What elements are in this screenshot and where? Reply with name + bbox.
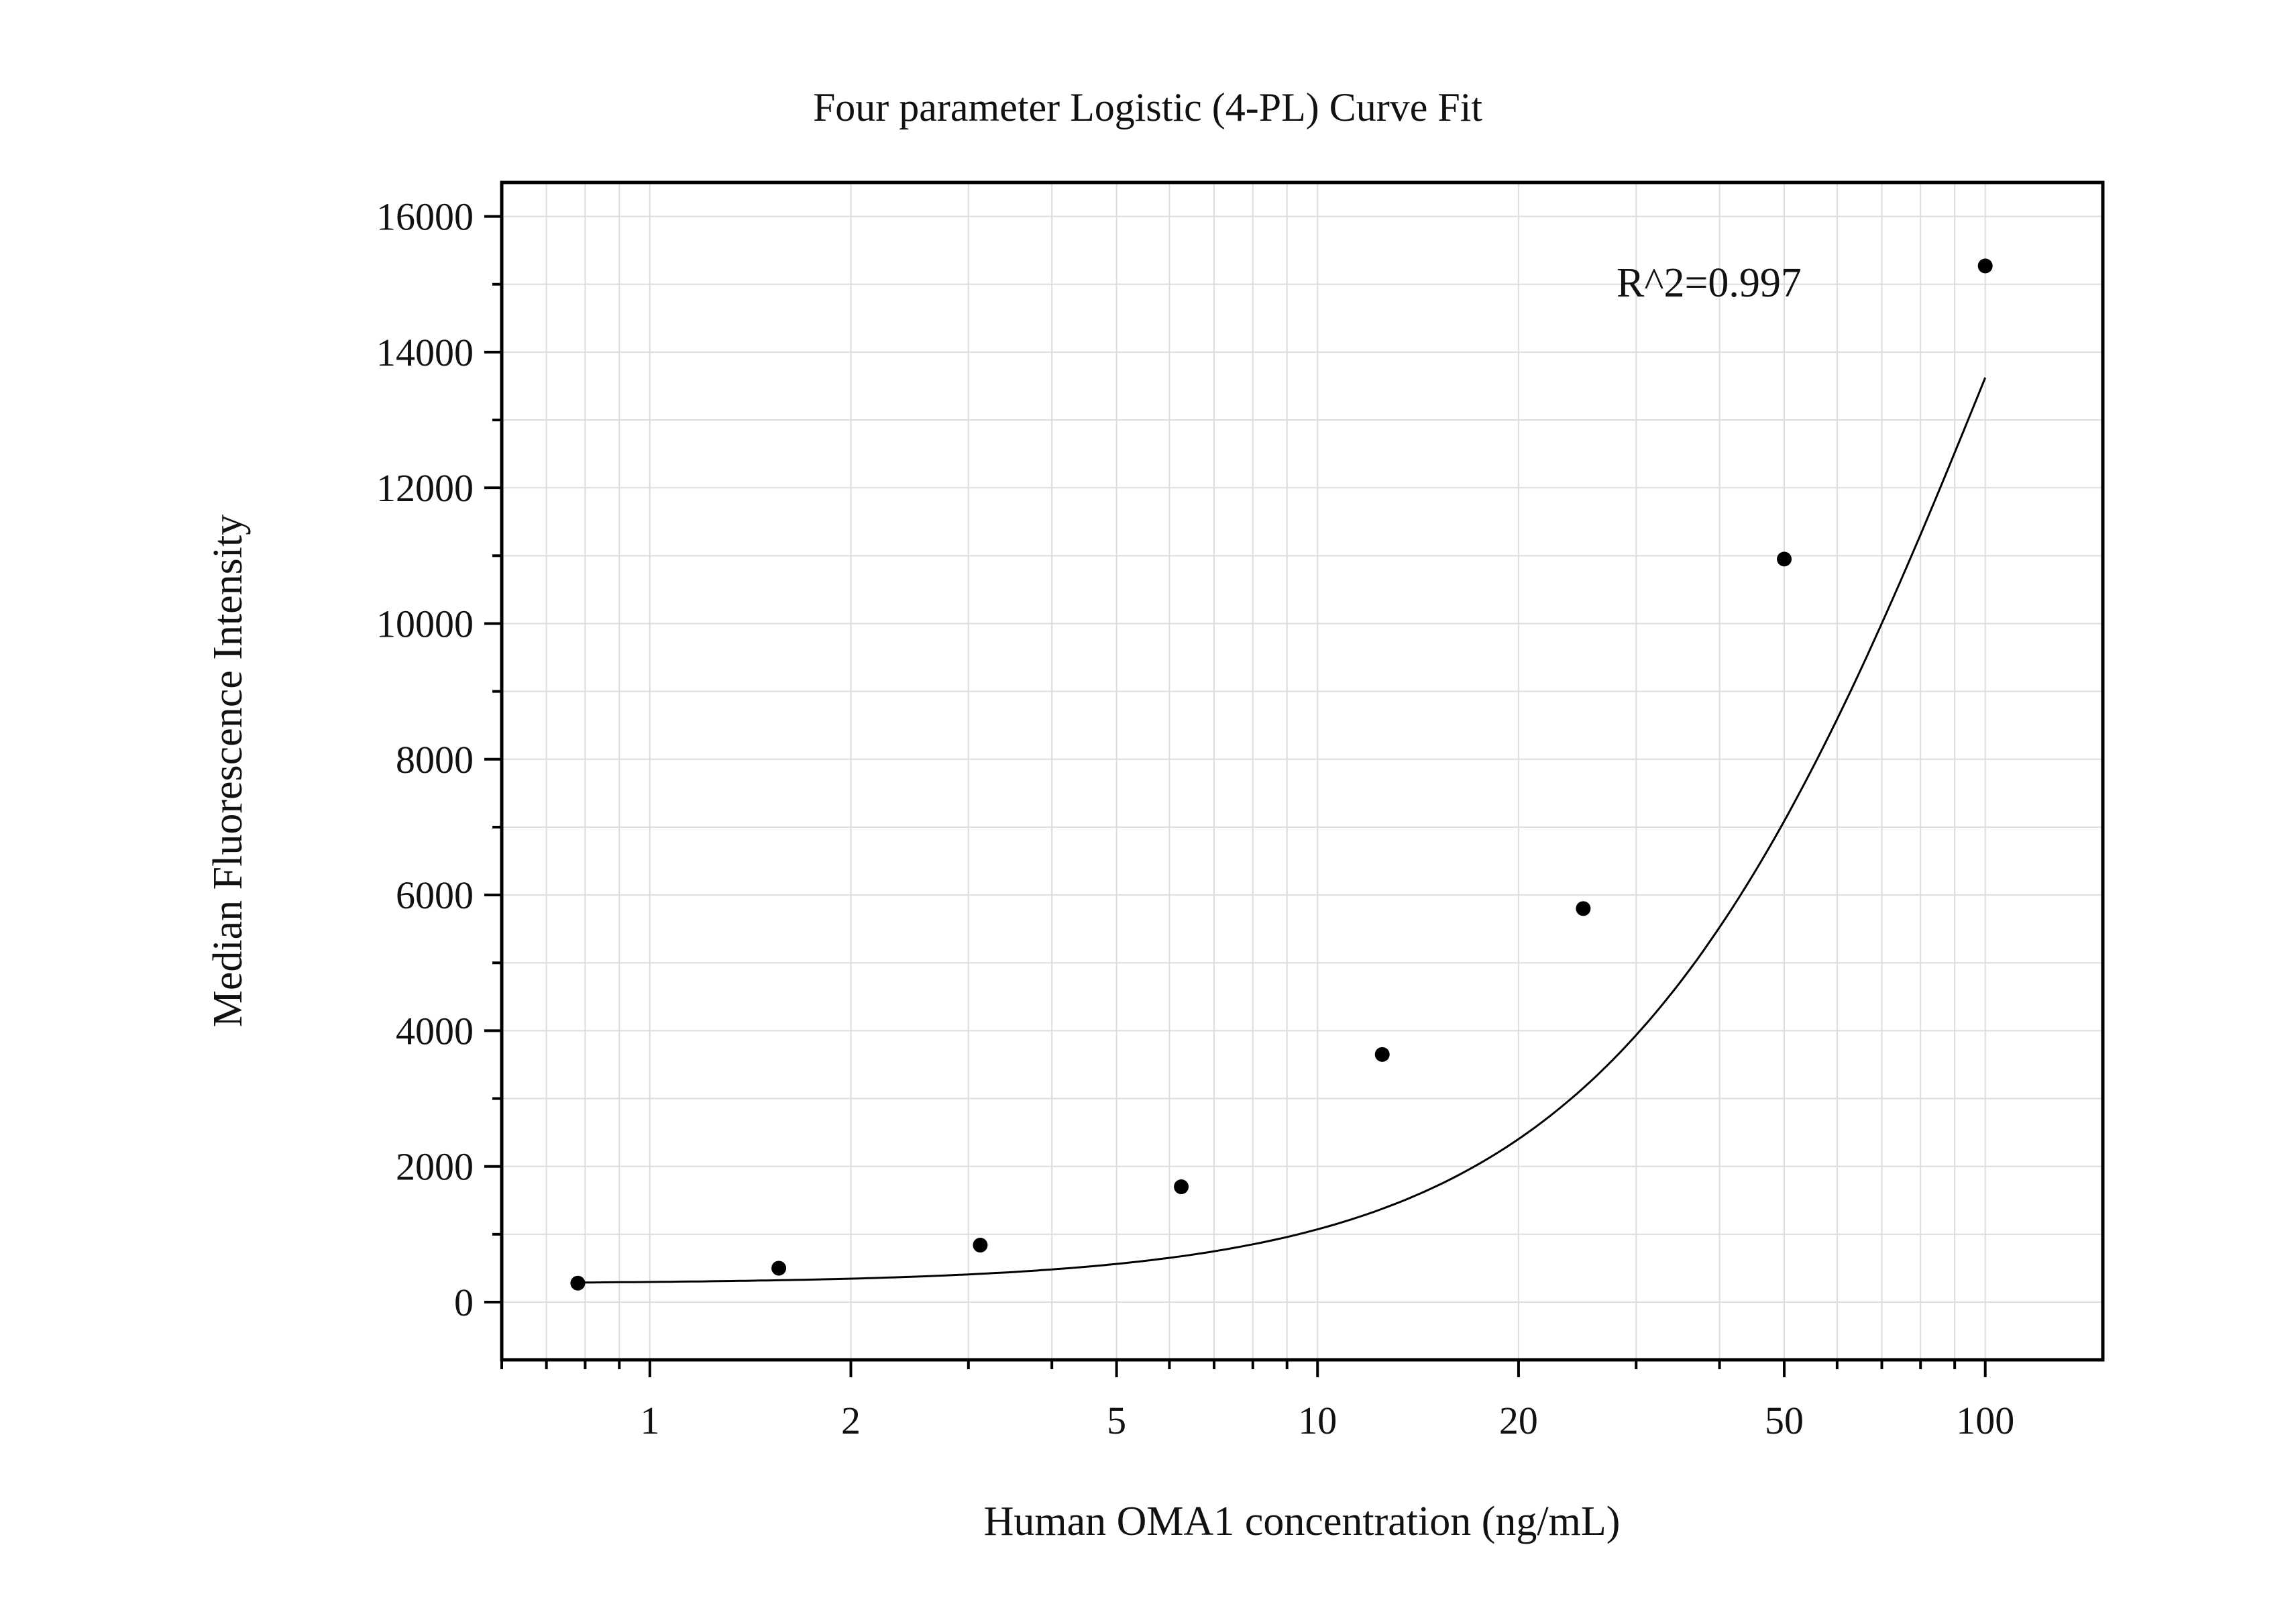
data-points [570,258,1993,1291]
y-tick-label: 0 [454,1281,474,1324]
x-tick-label: 20 [1499,1399,1538,1442]
data-point [570,1275,586,1291]
x-tick-label: 5 [1107,1399,1126,1442]
x-tick-label: 1 [640,1399,659,1442]
grid-lines [501,182,2103,1360]
y-tick-label: 10000 [376,602,474,645]
data-point [1977,258,1993,274]
y-tick-label: 14000 [376,331,474,374]
y-tick-label: 8000 [396,738,474,782]
data-point [1374,1047,1390,1062]
x-tick-label: 2 [841,1399,861,1442]
x-tick-label: 100 [1956,1399,2014,1442]
data-point [1576,901,1591,916]
data-point [771,1261,787,1276]
r-squared-annotation: R^2=0.997 [1617,260,1802,306]
data-point [1777,551,1792,567]
x-axis-label: Human OMA1 concentration (ng/mL) [984,1499,1621,1544]
y-axis-label: Median Fluorescence Intensity [205,515,251,1027]
chart-title: Four parameter Logistic (4-PL) Curve Fit [813,85,1482,129]
y-tick-label: 12000 [376,466,474,510]
y-tick-label: 16000 [376,195,474,239]
y-axis-ticks: 0 2000 4000 6000 8000 10000 12000 14000 16000 [376,195,502,1324]
x-axis-ticks: 1 2 5 10 20 50 100 [500,1360,2014,1442]
x-tick-label: 10 [1298,1399,1337,1442]
fit-curve [578,377,1987,1284]
plot-frame [500,180,2105,1362]
data-point [973,1238,988,1253]
y-tick-label: 2000 [396,1145,474,1189]
fit-curve-layer [578,377,1987,1284]
data-point [1174,1179,1189,1195]
x-tick-label: 50 [1765,1399,1804,1442]
y-tick-label: 6000 [396,873,474,917]
y-tick-label: 4000 [396,1009,474,1053]
